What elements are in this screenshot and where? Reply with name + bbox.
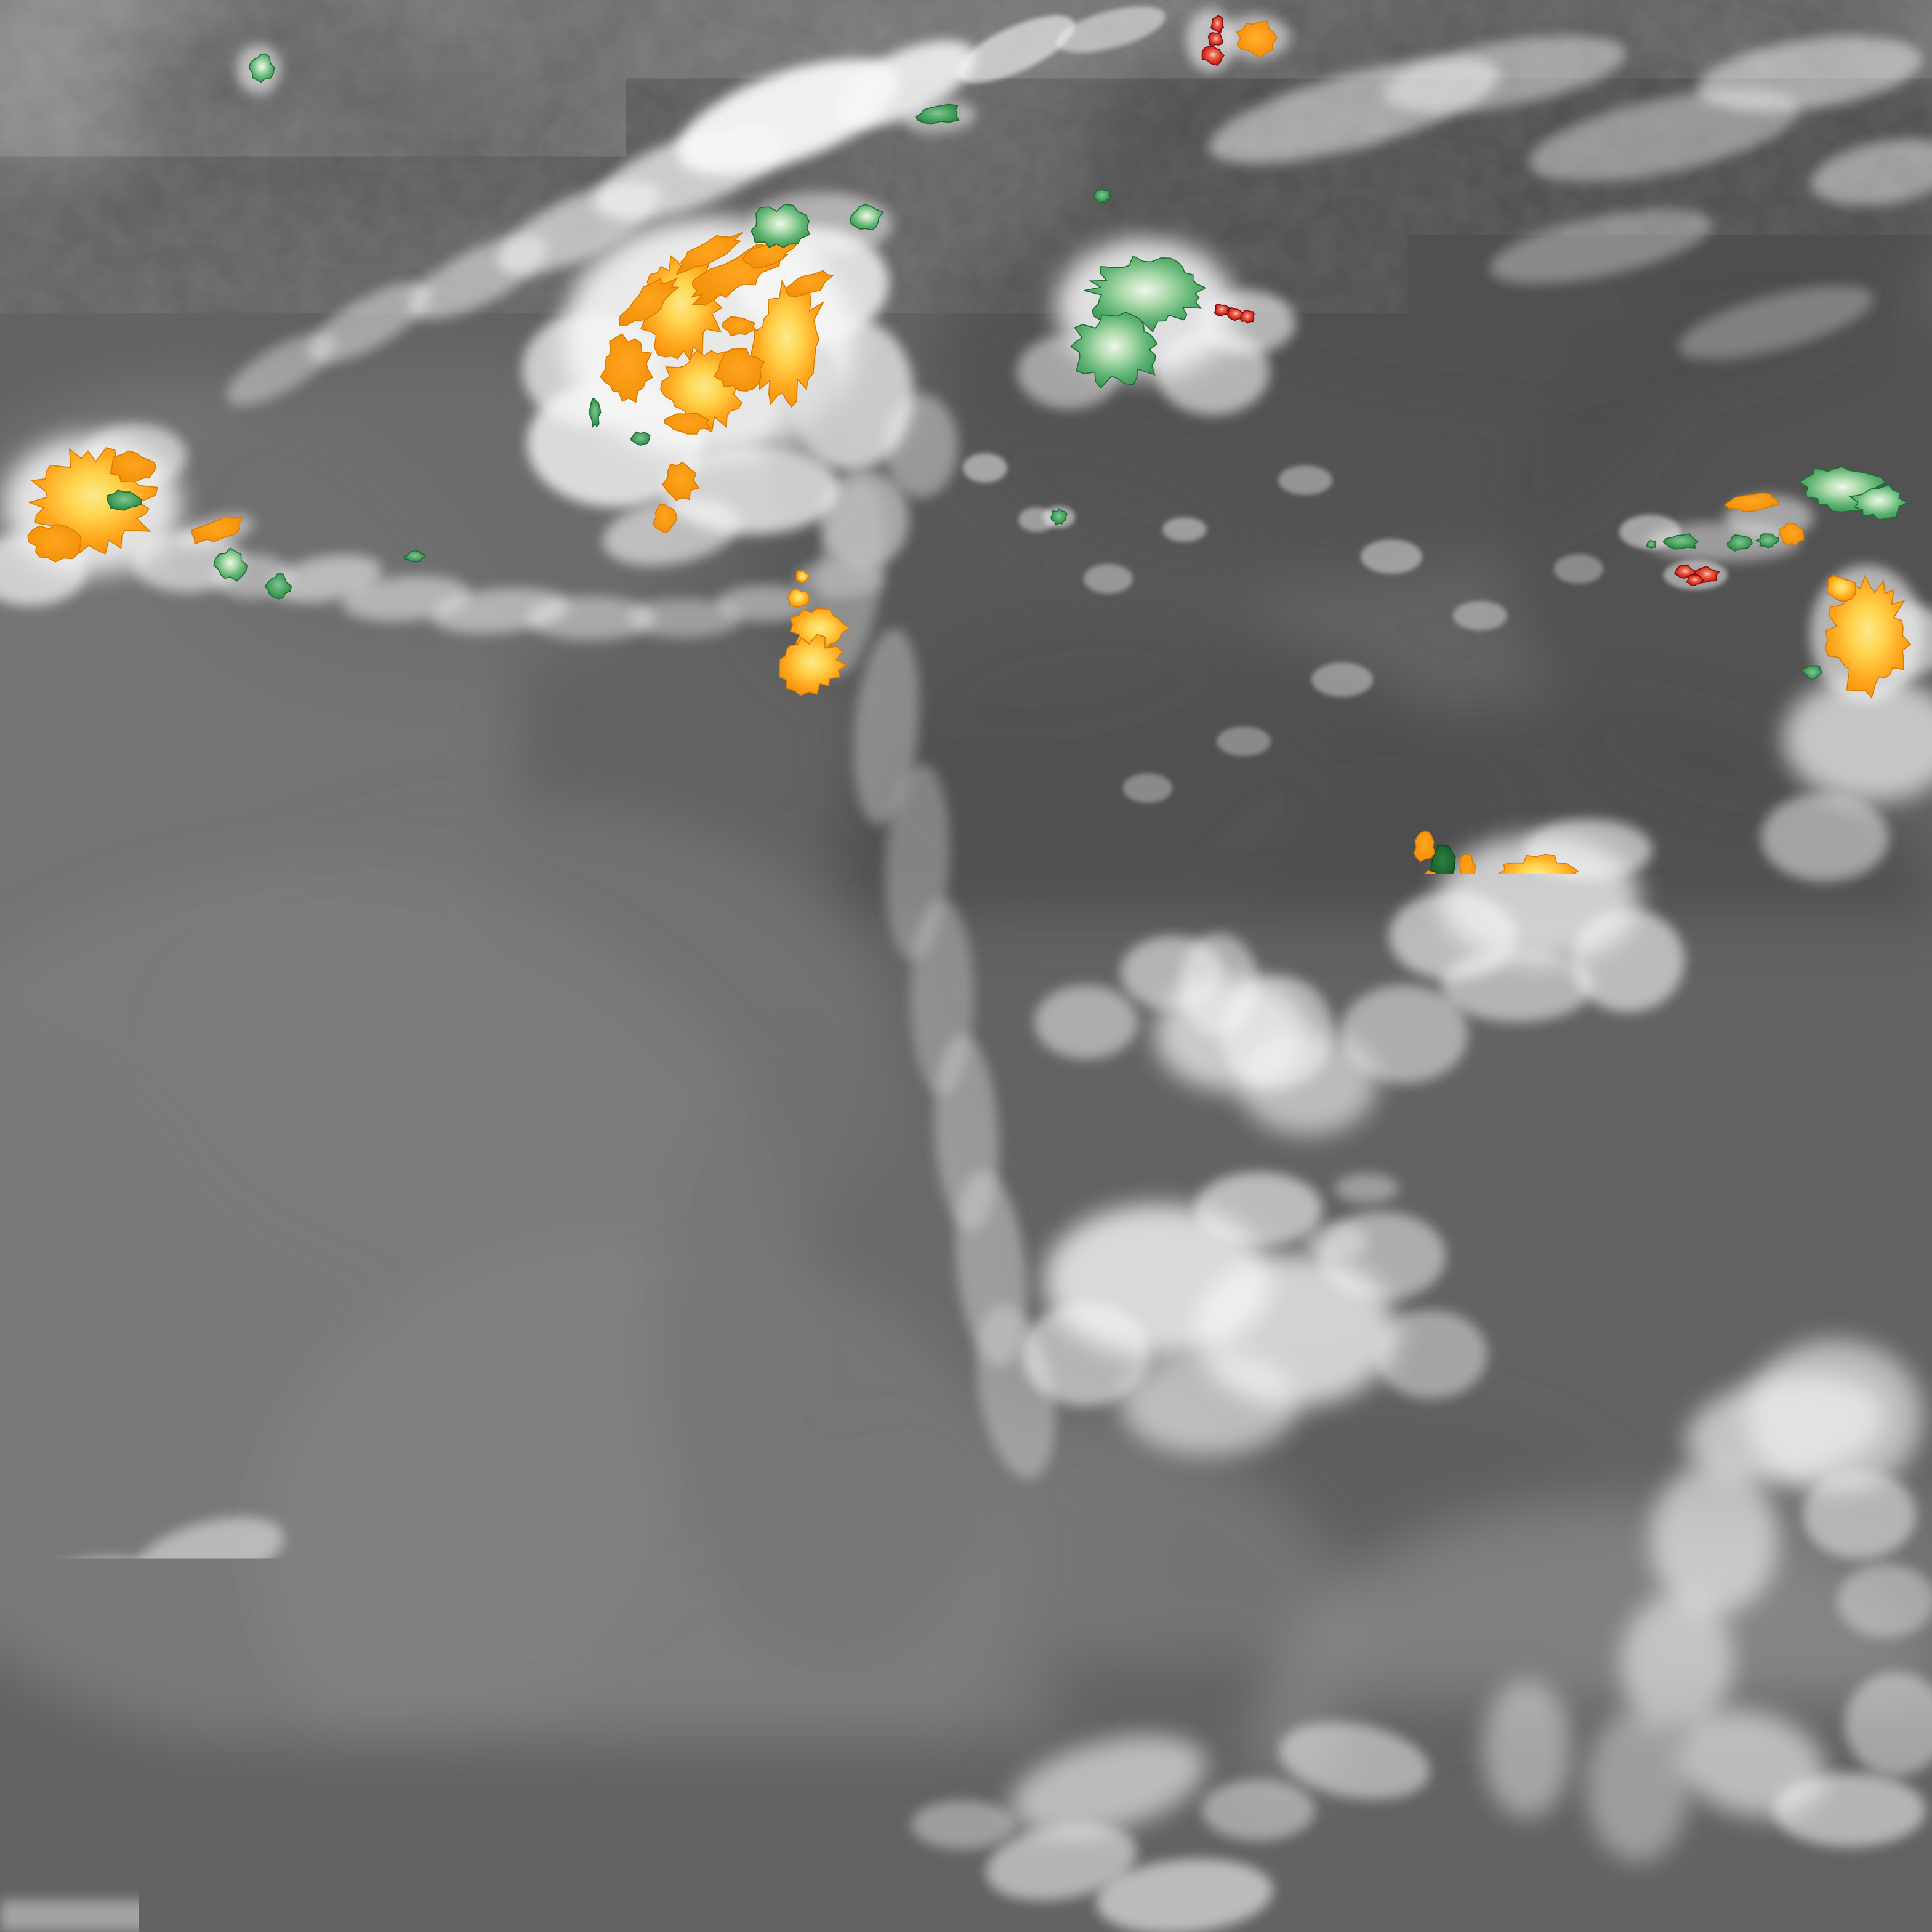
storm-amazon-cluster-part	[1414, 832, 1435, 862]
cb-green-center2-part	[1053, 973, 1095, 1003]
cloud-noise-fine	[0, 0, 1932, 1932]
satellite-image	[0, 0, 1932, 1932]
storm-center-core-part	[787, 589, 810, 607]
satellite-scene	[0, 0, 1932, 1932]
